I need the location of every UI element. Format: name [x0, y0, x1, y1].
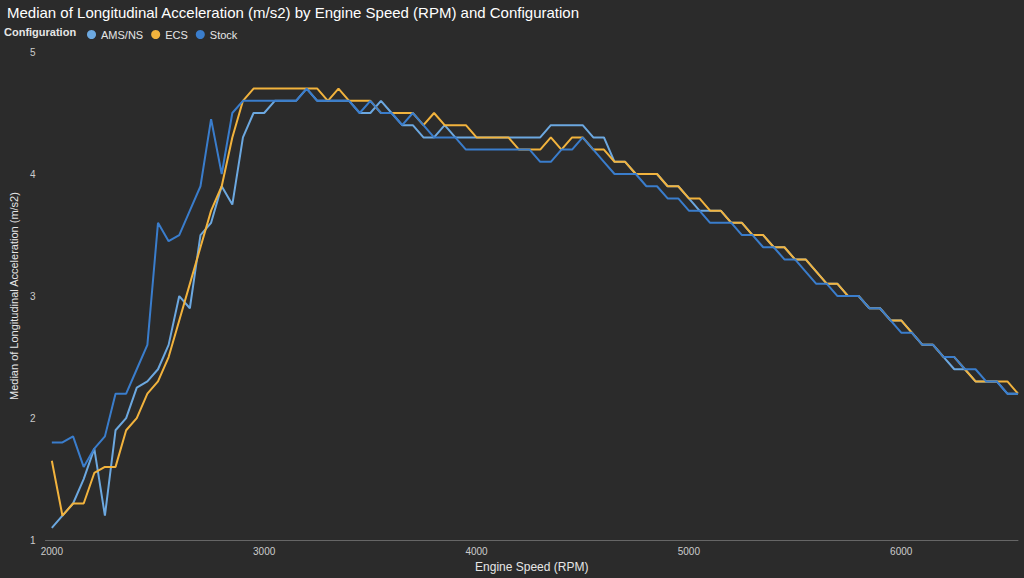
svg-text:3000: 3000: [253, 546, 276, 557]
svg-text:5: 5: [30, 47, 36, 58]
svg-text:AMS/NS: AMS/NS: [101, 29, 143, 41]
svg-text:Configuration: Configuration: [4, 26, 76, 38]
svg-text:5000: 5000: [678, 546, 701, 557]
svg-text:ECS: ECS: [165, 29, 188, 41]
svg-text:3: 3: [30, 291, 36, 302]
svg-text:6000: 6000: [890, 546, 913, 557]
svg-text:4000: 4000: [465, 546, 488, 557]
svg-text:1: 1: [30, 535, 36, 546]
svg-text:4: 4: [30, 169, 36, 180]
svg-text:Median of Longitudinal Acceler: Median of Longitudinal Acceleration (m/s…: [8, 192, 20, 400]
svg-text:2000: 2000: [41, 546, 64, 557]
svg-text:Stock: Stock: [210, 29, 238, 41]
svg-text:Median of Longitudinal Acceler: Median of Longitudinal Acceleration (m/s…: [7, 4, 579, 21]
svg-text:2: 2: [30, 413, 36, 424]
svg-text:Engine Speed (RPM): Engine Speed (RPM): [475, 560, 588, 574]
